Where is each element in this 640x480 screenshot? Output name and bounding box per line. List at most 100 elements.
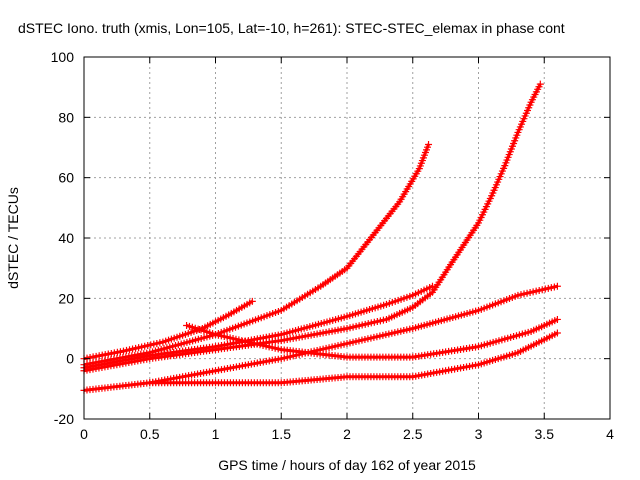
data-point [553,329,561,337]
chart-title: dSTEC Iono. truth (xmis, Lon=105, Lat=-1… [18,20,565,36]
data-point [295,351,303,359]
data-point [550,283,558,291]
data-point [319,345,327,353]
x-tick-label: 4 [606,426,614,442]
data-point [325,344,333,352]
data-point [250,339,258,347]
data-point [265,343,273,351]
data-point [367,319,375,327]
data-point [119,347,127,355]
x-tick-label: 2 [343,426,351,442]
x-tick-label: 0 [80,426,88,442]
data-point [346,339,354,347]
series-arc-1 [80,297,256,363]
data-point [331,342,339,350]
data-point [379,316,387,324]
x-tick-labels: 0 0.5 1 1.5 2 2.5 3 3.5 4 [80,426,614,442]
data-point [247,339,255,347]
data-point [241,337,249,345]
y-tick-label: 60 [58,170,74,186]
data-point [406,325,414,333]
data-point [283,353,291,361]
data-point [514,291,522,299]
data-point [274,345,282,353]
data-point [523,289,531,297]
data-point [349,323,357,331]
data-point [358,321,366,329]
data-point [529,288,537,296]
data-point [364,320,372,328]
data-point [298,350,306,358]
data-point [541,285,549,293]
x-tick-label: 1 [212,426,220,442]
y-tick-label: 40 [58,230,74,246]
data-point [156,339,164,347]
data-point [346,324,354,332]
data-point [238,337,246,345]
y-tick-label: 20 [58,290,74,306]
y-tick-label: 100 [51,49,75,65]
data-point [361,335,369,343]
data-point [388,329,396,337]
data-point [425,140,433,148]
data-point [526,289,534,297]
data-point [262,342,270,350]
data-point [129,345,137,353]
data-point [259,341,267,349]
data-point [271,344,279,352]
data-point [268,344,276,352]
data-point [310,347,318,355]
y-axis-label: dSTEC / TECUs [5,187,21,289]
data-point [328,343,336,351]
data-point [256,341,264,349]
y-tick-label: -20 [54,411,74,427]
data-point [340,340,348,348]
data-point [316,346,324,354]
y-tick-label: 80 [58,109,74,125]
y-tick-label: 0 [66,351,74,367]
data-point [517,291,525,299]
data-point [394,328,402,336]
data-point [138,343,146,351]
data-point [400,327,408,335]
data-point [370,333,378,341]
data-point [132,344,140,352]
x-axis-label: GPS time / hours of day 162 of year 2015 [218,457,476,473]
data-point [289,352,297,360]
x-tick-label: 2.5 [403,426,423,442]
data-point [144,342,152,350]
data-point [361,320,369,328]
data-point [391,329,399,337]
data-point [286,353,294,361]
grid [84,57,610,419]
ticks [83,56,611,420]
x-tick-label: 0.5 [140,426,160,442]
series-arc-7 [146,329,561,387]
series-arc-5 [183,315,561,361]
data-point [403,326,411,334]
data-point [352,322,360,330]
data-point [135,344,143,352]
data-point [301,349,309,357]
data-point [126,346,134,354]
data-point [147,341,155,349]
data-point [307,348,315,356]
data-point [141,342,149,350]
data-point [313,346,321,354]
data-point [355,337,363,345]
data-point [367,334,375,342]
data-point [376,317,384,325]
data-point [334,342,342,350]
data-point [349,338,357,346]
data-point [397,327,405,335]
data-point [343,340,351,348]
data-point [553,282,561,290]
data-point [355,322,363,330]
data-point [248,297,256,305]
data-point [535,286,543,294]
data-point [553,315,561,323]
data-point [253,340,261,348]
x-tick-label: 3 [475,426,483,442]
data-point [382,331,390,339]
data-point [538,286,546,294]
